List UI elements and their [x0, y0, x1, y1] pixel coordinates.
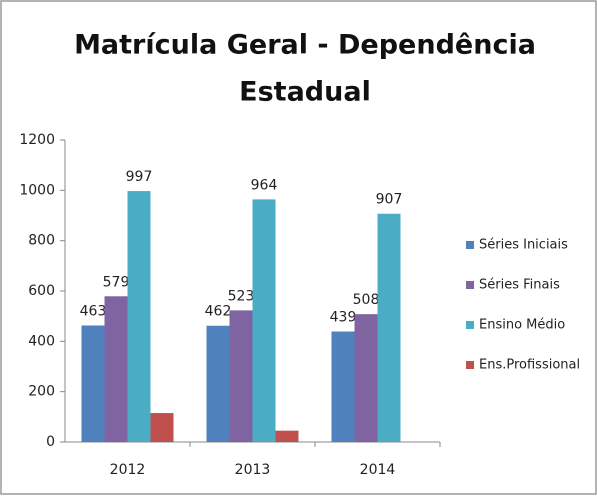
legend-label: Ens.Profissional	[479, 358, 580, 373]
data-label: 508	[353, 292, 380, 308]
legend-swatch	[466, 361, 474, 369]
data-label: 579	[103, 274, 130, 290]
data-label: 997	[126, 169, 153, 185]
bar	[252, 199, 276, 442]
data-label: 523	[228, 288, 255, 304]
data-label: 462	[205, 304, 232, 320]
legend-label: Ensino Médio	[479, 318, 565, 333]
bar	[127, 191, 151, 442]
bar	[229, 310, 253, 442]
legend-label: Séries Finais	[479, 278, 560, 293]
x-tick-label: 2014	[360, 462, 396, 478]
legend-label: Séries Iniciais	[479, 238, 568, 253]
legend-swatch	[466, 321, 474, 329]
y-tick-label: 200	[28, 384, 55, 400]
bar	[104, 296, 128, 442]
bar	[275, 430, 299, 442]
y-tick-label: 600	[28, 283, 55, 299]
chart-title: Matrícula Geral - Dependência	[74, 30, 536, 61]
data-label: 439	[330, 310, 357, 326]
data-label: 964	[251, 177, 278, 193]
legend-swatch	[466, 241, 474, 249]
y-tick-label: 0	[46, 434, 55, 450]
x-tick-label: 2013	[235, 462, 271, 478]
y-tick-label: 800	[28, 233, 55, 249]
bar	[377, 213, 401, 442]
bar	[206, 325, 230, 442]
bar	[150, 413, 174, 442]
y-tick-label: 400	[28, 333, 55, 349]
legend-swatch	[466, 281, 474, 289]
bar	[354, 314, 378, 442]
bar	[331, 331, 355, 442]
data-label: 463	[80, 303, 107, 319]
x-tick-label: 2012	[110, 462, 146, 478]
y-tick-label: 1200	[19, 132, 55, 148]
data-label: 907	[376, 192, 403, 208]
chart-title: Estadual	[239, 77, 371, 108]
bar	[81, 325, 105, 442]
y-tick-label: 1000	[19, 182, 55, 198]
